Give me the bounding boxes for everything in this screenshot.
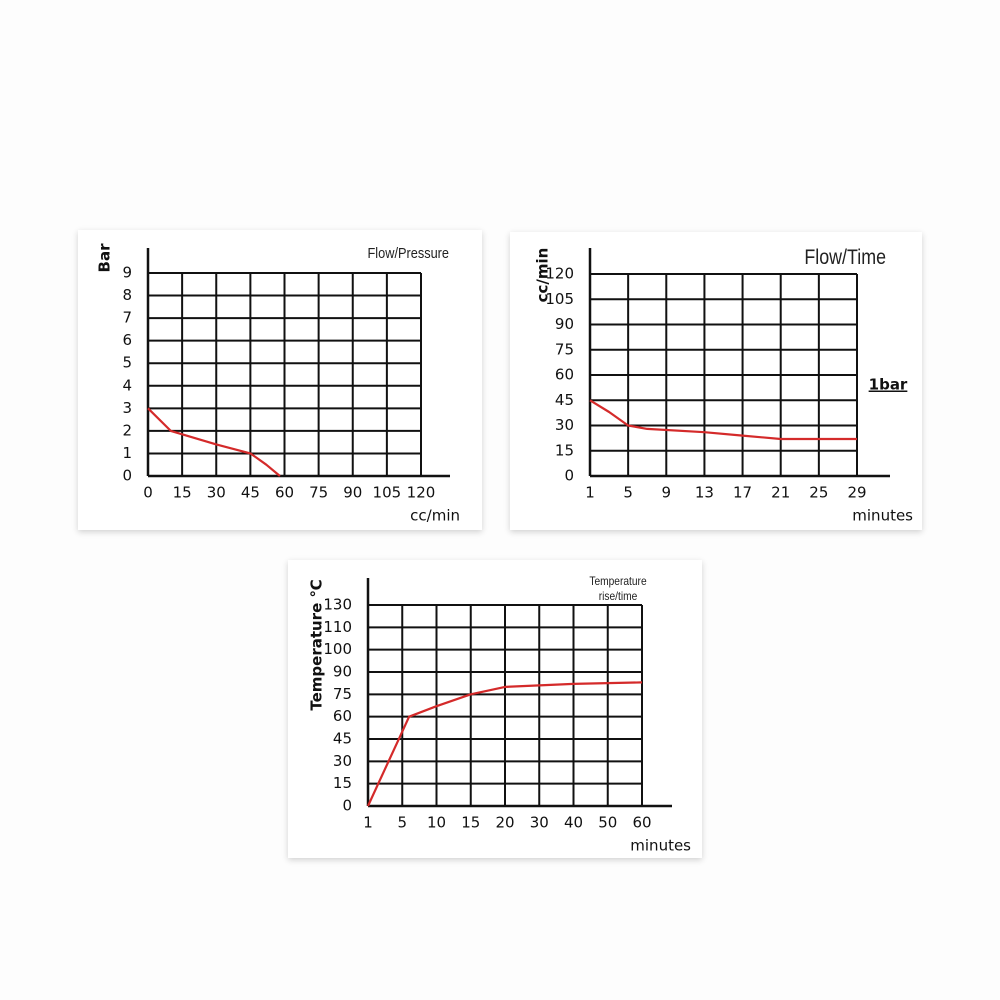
y-tick-label: 130 [323, 596, 352, 614]
y-tick-label: 75 [333, 685, 352, 703]
y-tick-label: 30 [333, 752, 352, 770]
card [510, 232, 922, 530]
y-tick-label: 60 [333, 707, 352, 725]
y-tick-label: 0 [122, 467, 132, 485]
x-tick-label: 17 [733, 484, 752, 502]
y-tick-label: 5 [122, 354, 132, 372]
y-axis-label: cc/min [534, 248, 552, 303]
x-tick-label: 0 [143, 484, 153, 502]
y-tick-label: 60 [555, 366, 574, 384]
y-tick-label: 8 [122, 286, 132, 304]
y-tick-label: 45 [555, 391, 574, 409]
y-tick-label: 0 [564, 467, 574, 485]
x-tick-label: 10 [427, 814, 446, 832]
x-tick-label: 75 [309, 484, 328, 502]
y-tick-label: 45 [333, 730, 352, 748]
x-tick-label: 40 [564, 814, 583, 832]
y-tick-label: 6 [122, 331, 132, 349]
x-tick-label: 13 [695, 484, 714, 502]
x-tick-label: 60 [632, 814, 651, 832]
data-line [367, 681, 643, 807]
y-tick-label: 15 [333, 774, 352, 792]
x-tick-label: 5 [623, 484, 633, 502]
x-tick-label: 15 [173, 484, 192, 502]
y-tick-label: 90 [555, 315, 574, 333]
x-tick-label: 90 [343, 484, 362, 502]
x-axis-label: cc/min [410, 507, 460, 525]
x-tick-label: 25 [809, 484, 828, 502]
chart-title-box: Flow/Pressure [367, 245, 449, 262]
x-axis-label: minutes [852, 507, 913, 525]
chart-title: Flow/Time [804, 246, 886, 269]
card [288, 560, 702, 858]
x-tick-label: 9 [662, 484, 672, 502]
x-tick-label: 15 [461, 814, 480, 832]
x-tick-label: 30 [207, 484, 226, 502]
y-tick-label: 9 [122, 264, 132, 282]
y-tick-label: 3 [122, 399, 132, 417]
x-tick-label: 1 [585, 484, 595, 502]
y-tick-label: 120 [545, 265, 574, 283]
data-line [589, 399, 857, 441]
y-axis-label: Bar [96, 243, 114, 273]
chart-title-box: Temperature rise/time [589, 574, 647, 603]
x-tick-label: 5 [397, 814, 407, 832]
chart-title-box: Flow/Time [804, 246, 886, 269]
x-tick-label: 45 [241, 484, 260, 502]
y-tick-label: 4 [122, 376, 132, 394]
y-tick-label: 100 [323, 640, 352, 658]
y-tick-label: 0 [342, 797, 352, 815]
y-tick-label: 75 [555, 340, 574, 358]
x-tick-label: 30 [530, 814, 549, 832]
y-tick-label: 15 [555, 441, 574, 459]
annotation: 1bar [869, 376, 908, 394]
data-line [147, 407, 281, 477]
y-tick-label: 2 [122, 421, 132, 439]
x-axis-label: minutes [630, 837, 691, 855]
y-tick-label: 1 [122, 444, 132, 462]
x-tick-label: 120 [407, 484, 436, 502]
chart-title: Flow/Pressure [367, 245, 449, 262]
y-tick-label: 30 [555, 416, 574, 434]
y-tick-label: 7 [122, 309, 132, 327]
card [78, 230, 482, 530]
x-tick-label: 29 [847, 484, 866, 502]
x-tick-label: 60 [275, 484, 294, 502]
y-tick-label: 90 [333, 663, 352, 681]
chart-title: Temperature rise/time [589, 574, 647, 603]
x-tick-label: 50 [598, 814, 617, 832]
x-tick-label: 20 [495, 814, 514, 832]
y-axis-label: Temperature ℃ [308, 579, 326, 710]
x-tick-label: 1 [363, 814, 373, 832]
y-tick-label: 110 [323, 618, 352, 636]
y-tick-label: 105 [545, 290, 574, 308]
x-tick-label: 21 [771, 484, 790, 502]
x-tick-label: 105 [373, 484, 402, 502]
